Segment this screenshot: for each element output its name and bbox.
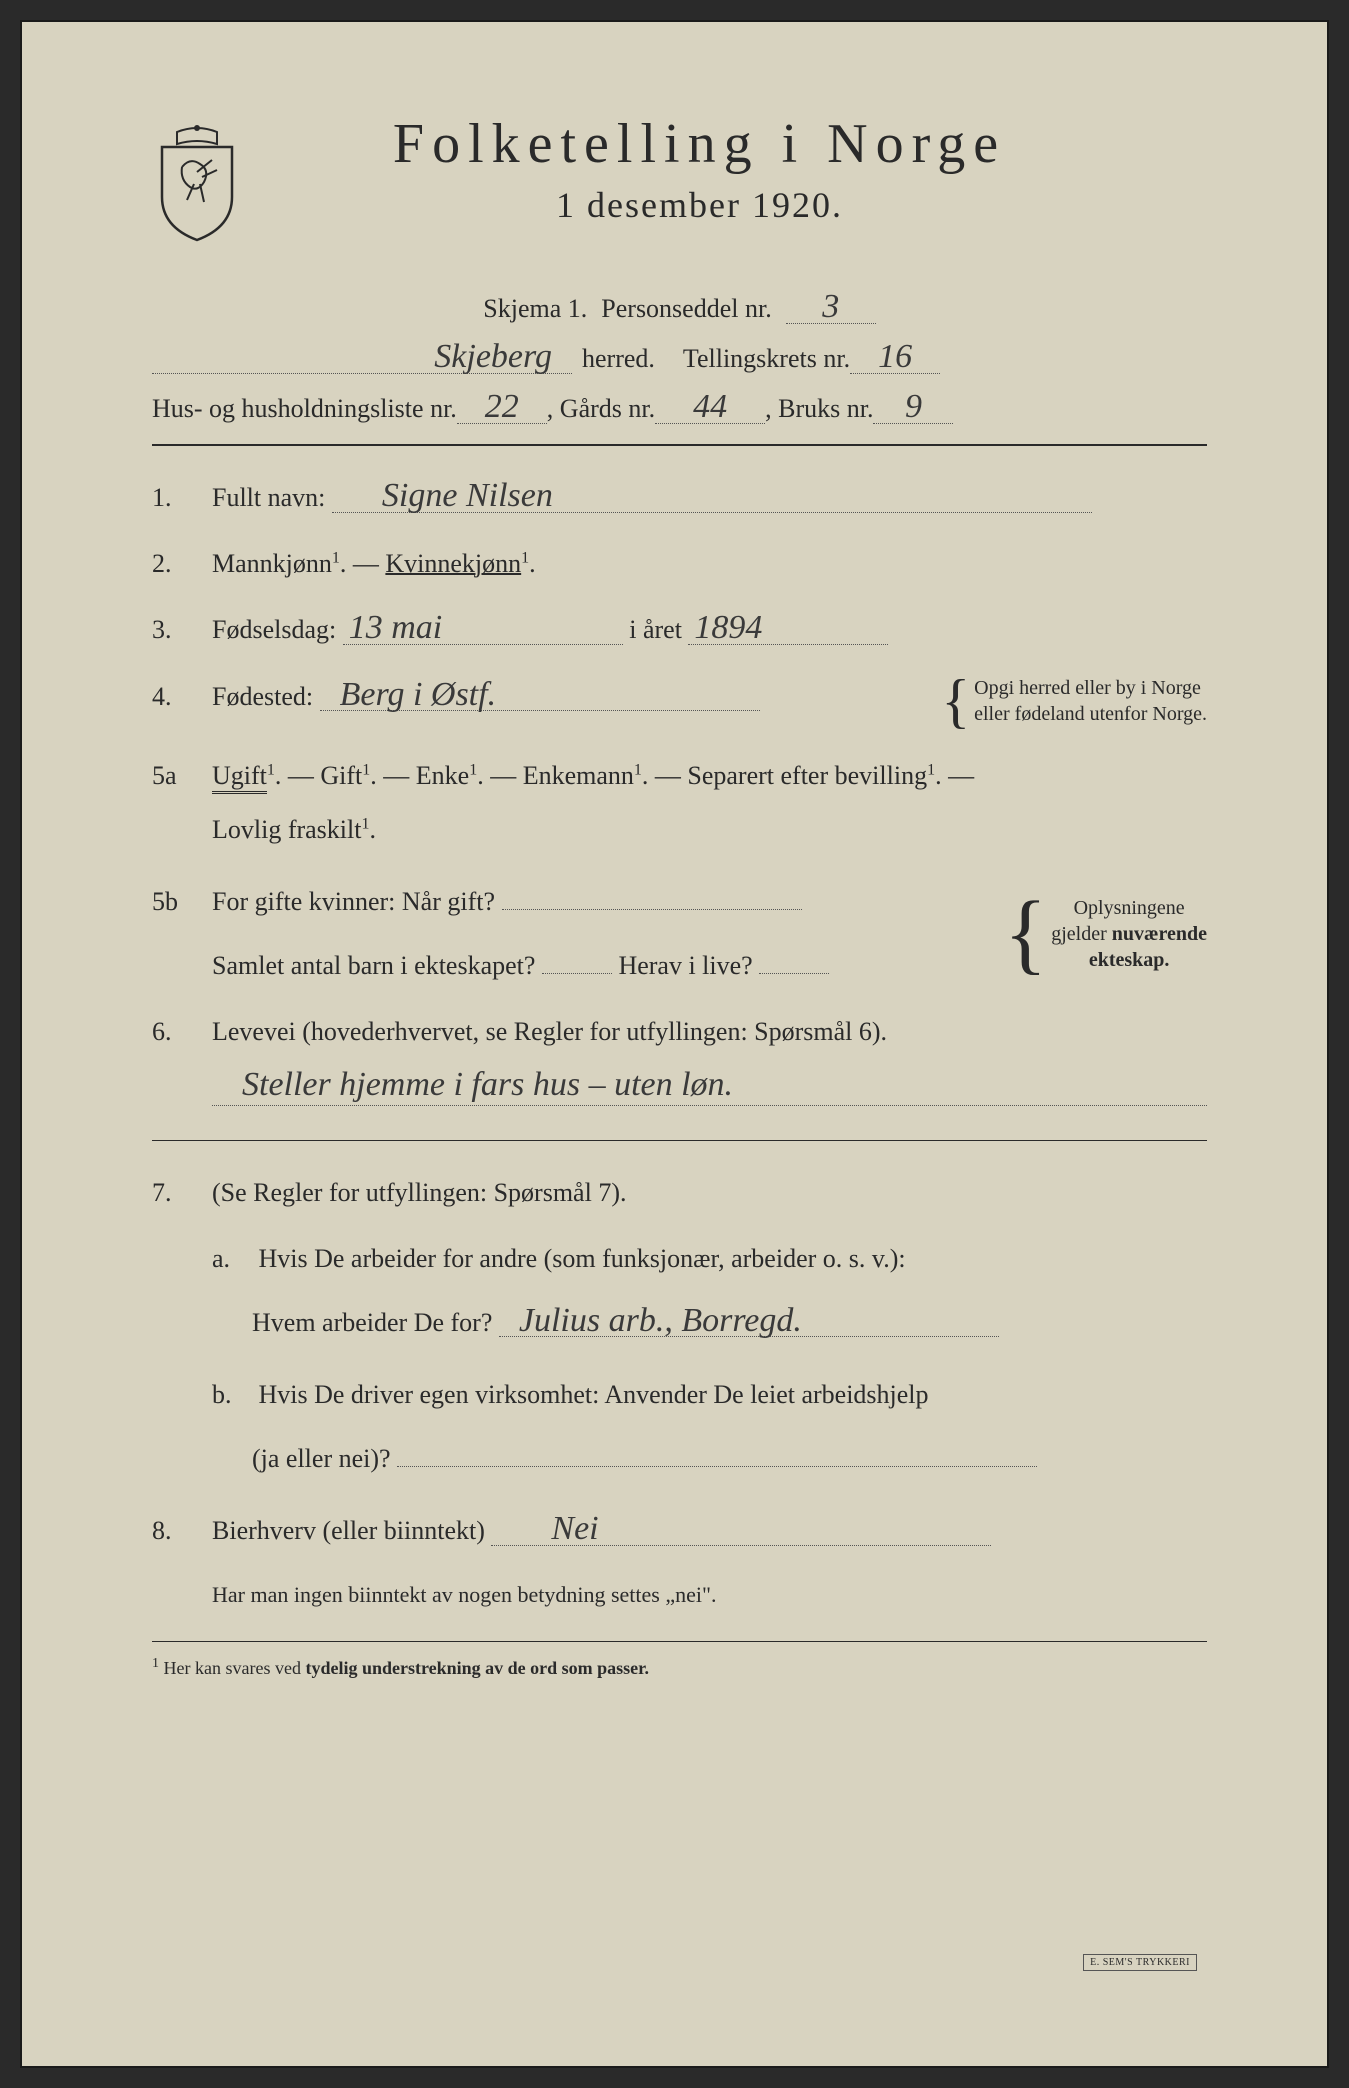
q5a-opt1: Ugift xyxy=(212,761,267,794)
meta-section: Skjema 1. Personseddel nr. 3 Skjeberg he… xyxy=(152,292,1207,424)
q5b-note-l1: Oplysningene xyxy=(1051,895,1207,921)
gards-label: , Gårds nr. xyxy=(547,394,655,424)
gards-nr: 44 xyxy=(655,392,765,424)
meta-line-1: Skjema 1. Personseddel nr. 3 xyxy=(152,292,1207,324)
q3-day: 13 mai xyxy=(343,613,623,645)
q3-mid: i året xyxy=(629,615,682,644)
q5b-l1-label: For gifte kvinner: Når gift? xyxy=(212,887,495,916)
norway-shield-svg xyxy=(152,122,242,242)
q7b-field xyxy=(397,1437,1037,1467)
schema-label: Skjema 1. xyxy=(483,294,587,324)
header: Folketelling i Norge 1 desember 1920. xyxy=(152,112,1207,242)
q5b-num: 5b xyxy=(152,880,212,924)
coat-of-arms-icon xyxy=(152,122,242,242)
herred-label: herred. xyxy=(582,344,655,374)
meta-line-2: Skjeberg herred. Tellingskrets nr. 16 xyxy=(152,342,1207,374)
brace-icon: { xyxy=(1004,911,1047,956)
footnote: 1 Her kan svares ved tydelig understrekn… xyxy=(152,1652,1207,1684)
q6: 6. Levevei (hovederhvervet, se Regler fo… xyxy=(152,1010,1207,1109)
q1-label: Fullt navn: xyxy=(212,483,325,512)
census-form-page: Folketelling i Norge 1 desember 1920. Sk… xyxy=(20,20,1329,2068)
q4: 4. Fødested: Berg i Østf. { Opgi herred … xyxy=(152,675,1207,727)
q1: 1. Fullt navn: Signe Nilsen xyxy=(152,476,1207,520)
q4-note-l2: eller fødeland utenfor Norge. xyxy=(974,701,1207,727)
q2-opt1: Mannkjønn xyxy=(212,549,332,578)
q8-label: Bierhverv (eller biinntekt) xyxy=(212,1516,485,1545)
q4-label: Fødested: xyxy=(212,682,313,711)
footnote-rule xyxy=(152,1641,1207,1642)
q7b-l2: (ja eller nei)? xyxy=(252,1444,391,1473)
q7a-l1: Hvis De arbeider for andre (som funksjon… xyxy=(259,1244,906,1273)
title-block: Folketelling i Norge 1 desember 1920. xyxy=(272,112,1207,226)
q5a-opt3: Enke xyxy=(416,761,469,790)
q5a-opt2: Gift xyxy=(320,761,362,790)
q2-num: 2. xyxy=(152,542,212,586)
herred-value: Skjeberg xyxy=(152,342,572,374)
q5b-l1-field xyxy=(502,880,802,910)
q7a-value: Julius arb., Borregd. xyxy=(499,1306,999,1338)
q8-value: Nei xyxy=(491,1514,991,1546)
q1-num: 1. xyxy=(152,476,212,520)
q3: 3. Fødselsdag: 13 mai i året 1894 xyxy=(152,608,1207,652)
bruks-nr: 9 xyxy=(873,392,953,424)
subtitle: 1 desember 1920. xyxy=(272,184,1127,226)
q5b-note: { Oplysningene gjelder nuværende ekteska… xyxy=(1004,895,1207,973)
footnote-marker: 1 xyxy=(152,1656,159,1671)
q2: 2. Mannkjønn1. — Kvinnekjønn1. xyxy=(152,542,1207,586)
divider-mid xyxy=(152,1140,1207,1141)
husliste-label: Hus- og husholdningsliste nr. xyxy=(152,394,457,424)
q5b-note-l3: ekteskap. xyxy=(1089,949,1170,971)
q5a: 5a Ugift1. — Gift1. — Enke1. — Enkemann1… xyxy=(152,749,1207,858)
q5a-num: 5a xyxy=(152,754,212,798)
q5b-l2-field1 xyxy=(542,944,612,974)
q7-label: (Se Regler for utfyllingen: Spørsmål 7). xyxy=(212,1178,626,1207)
personseddel-nr: 3 xyxy=(786,292,876,324)
q3-year: 1894 xyxy=(688,613,888,645)
q8-num: 8. xyxy=(152,1509,212,1553)
q5b-note-l2-b: nuværende xyxy=(1112,923,1207,945)
q6-num: 6. xyxy=(152,1010,212,1054)
q5b-note-l2-a: gjelder xyxy=(1051,923,1112,945)
q4-note: { Opgi herred eller by i Norge eller fød… xyxy=(941,675,1207,727)
q4-note-l1: Opgi herred eller by i Norge xyxy=(974,675,1207,701)
q5b-l2-label1: Samlet antal barn i ekteskapet? xyxy=(212,951,535,980)
q7a: a. Hvis De arbeider for andre (som funks… xyxy=(212,1237,1207,1345)
q7b-letter: b. xyxy=(212,1373,252,1417)
q5b-l2-field2 xyxy=(759,944,829,974)
tellingskrets-nr: 16 xyxy=(850,342,940,374)
main-title: Folketelling i Norge xyxy=(272,112,1127,176)
q7a-l2: Hvem arbeider De for? xyxy=(252,1308,492,1337)
q7b-l1: Hvis De driver egen virksomhet: Anvender… xyxy=(259,1380,929,1409)
q7a-letter: a. xyxy=(212,1237,252,1281)
q5a-opt6: Lovlig fraskilt xyxy=(212,815,361,844)
q4-num: 4. xyxy=(152,675,212,719)
q7b: b. Hvis De driver egen virksomhet: Anven… xyxy=(212,1373,1207,1481)
q6-label: Levevei (hovederhvervet, se Regler for u… xyxy=(212,1010,1207,1054)
personseddel-label: Personseddel nr. xyxy=(601,294,771,324)
husliste-nr: 22 xyxy=(457,392,547,424)
q1-value: Signe Nilsen xyxy=(332,481,1092,513)
q4-value: Berg i Østf. xyxy=(320,680,760,712)
q6-value: Steller hjemme i fars hus – uten løn. xyxy=(212,1070,1207,1106)
q5b-l2-label2: Herav i live? xyxy=(618,951,752,980)
q5b: 5b For gifte kvinner: Når gift? Samlet a… xyxy=(152,880,1207,988)
meta-line-3: Hus- og husholdningsliste nr. 22 , Gårds… xyxy=(152,392,1207,424)
tellingskrets-label: Tellingskrets nr. xyxy=(683,344,850,374)
q3-num: 3. xyxy=(152,608,212,652)
q3-label: Fødselsdag: xyxy=(212,615,336,644)
q5a-opt4: Enkemann xyxy=(523,761,634,790)
q7-num: 7. xyxy=(152,1171,212,1215)
bruks-label: , Bruks nr. xyxy=(765,394,873,424)
q5a-opt5: Separert efter bevilling xyxy=(687,761,927,790)
footnote-text-b: tydelig understrekning av de ord som pas… xyxy=(305,1658,649,1678)
footnote-text-a: Her kan svares ved xyxy=(164,1658,306,1678)
questions: 1. Fullt navn: Signe Nilsen 2. Mannkjønn… xyxy=(152,476,1207,1684)
q7: 7. (Se Regler for utfyllingen: Spørsmål … xyxy=(152,1171,1207,1215)
printer-mark: E. SEM'S TRYKKERI xyxy=(1083,1954,1197,1971)
divider-top xyxy=(152,444,1207,446)
q2-opt2: Kvinnekjønn xyxy=(385,549,521,578)
brace-icon: { xyxy=(941,686,970,716)
q8: 8. Bierhverv (eller biinntekt) Nei xyxy=(152,1509,1207,1553)
bottom-note: Har man ingen biinntekt av nogen betydni… xyxy=(212,1576,1207,1613)
